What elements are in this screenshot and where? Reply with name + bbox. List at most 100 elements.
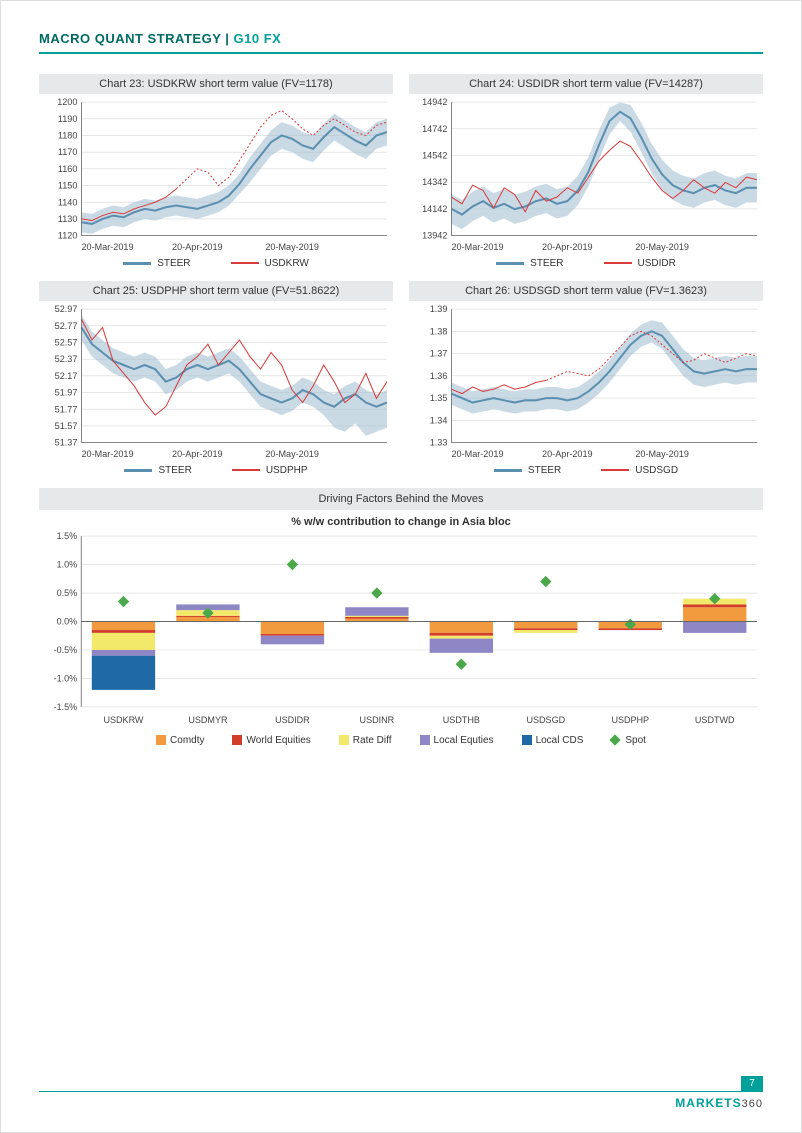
legend-steer: STEER [124, 465, 191, 476]
bar-chart-svg: -1.5%-1.0%-0.5%0.0%0.5%1.0%1.5%USDKRWUSD… [39, 530, 763, 731]
driving-factors-title: Driving Factors Behind the Moves [39, 488, 763, 510]
bar-chart: -1.5%-1.0%-0.5%0.0%0.5%1.0%1.5%USDKRWUSD… [39, 530, 763, 731]
spot-marker [540, 576, 551, 587]
bar-segment [345, 607, 408, 616]
chart-legend: STEER USDIDR [409, 256, 763, 277]
line-chart-svg: 13942 14142 14342 14542 14742 14942 20-Mar-201… [409, 94, 763, 256]
svg-text:1.39: 1.39 [430, 304, 448, 314]
svg-text:1.5%: 1.5% [57, 531, 78, 541]
chart-cell-c26: Chart 26: USDSGD short term value (FV=1.… [409, 281, 763, 484]
spot-marker [371, 587, 382, 598]
chart-legend: STEER USDSGD [409, 463, 763, 484]
header-part2: G10 FX [234, 31, 282, 46]
svg-text:1190: 1190 [58, 114, 78, 124]
svg-text:1200: 1200 [57, 97, 77, 107]
svg-text:52.37: 52.37 [55, 354, 78, 364]
legend-steer: STEER [123, 258, 190, 269]
bar-segment [345, 615, 408, 616]
svg-text:52.17: 52.17 [55, 371, 78, 381]
bar-segment [92, 621, 155, 630]
svg-text:USDMYR: USDMYR [188, 715, 228, 725]
chart-legend: STEER USDKRW [39, 256, 393, 277]
svg-text:20-Apr-2019: 20-Apr-2019 [542, 242, 593, 252]
chart-legend: STEER USDPHP [39, 463, 393, 484]
svg-text:14942: 14942 [422, 97, 447, 107]
bar-legend-item: World Equities [232, 735, 310, 746]
bar-segment [430, 621, 493, 632]
svg-text:14742: 14742 [422, 124, 447, 134]
header-part1: MACRO QUANT STRATEGY [39, 31, 221, 46]
footer-brand: MARKETS360 [675, 1096, 763, 1110]
svg-text:USDKRW: USDKRW [103, 715, 143, 725]
svg-text:USDINR: USDINR [360, 715, 395, 725]
svg-text:20-May-2019: 20-May-2019 [635, 449, 689, 459]
bar-legend-item-spot: Spot [611, 735, 646, 746]
bar-segment [261, 635, 324, 644]
barchart-title: % w/w contribution to change in Asia blo… [39, 510, 763, 530]
svg-text:1.33: 1.33 [430, 437, 448, 447]
spot-marker [456, 658, 467, 669]
bar-segment [92, 633, 155, 650]
footer-brand-2: 360 [742, 1098, 763, 1110]
svg-text:1.35: 1.35 [430, 393, 448, 403]
svg-text:1130: 1130 [58, 214, 78, 224]
svg-text:52.97: 52.97 [55, 304, 78, 314]
chart-cell-c25: Chart 25: USDPHP short term value (FV=51… [39, 281, 393, 484]
svg-text:52.77: 52.77 [55, 321, 78, 331]
svg-text:14342: 14342 [422, 177, 447, 187]
svg-text:1.37: 1.37 [430, 348, 448, 358]
svg-text:51.37: 51.37 [55, 437, 78, 447]
bar-segment [430, 633, 493, 636]
chart-cell-c24: Chart 24: USDIDR short term value (FV=14… [409, 74, 763, 277]
line-chart-svg: 51.3751.5751.7751.9752.1752.3752.5752.77… [39, 301, 393, 463]
svg-text:51.77: 51.77 [55, 404, 78, 414]
svg-text:0.5%: 0.5% [57, 588, 78, 598]
svg-text:-0.5%: -0.5% [54, 645, 78, 655]
page-header: MACRO QUANT STRATEGY | G10 FX [39, 31, 763, 54]
bar-chart-legend: Comdty World Equities Rate Diff Local Equti… [39, 731, 763, 746]
bar-segment [430, 638, 493, 652]
svg-text:14142: 14142 [422, 204, 447, 214]
line-chart-svg: 1.331.341.351.361.371.381.3920-Mar-20192… [409, 301, 763, 463]
svg-text:20-Apr-2019: 20-Apr-2019 [542, 449, 593, 459]
bar-segment [92, 650, 155, 656]
svg-text:20-Mar-2019: 20-Mar-2019 [81, 449, 133, 459]
svg-text:1180: 1180 [58, 131, 78, 141]
legend-steer: STEER [496, 258, 563, 269]
svg-text:52.57: 52.57 [55, 337, 78, 347]
bar-segment [430, 635, 493, 638]
bar-legend-item: Local CDS [522, 735, 584, 746]
line-charts-grid: Chart 23: USDKRW short term value (FV=11… [39, 74, 763, 484]
chart-title: Chart 26: USDSGD short term value (FV=1.… [409, 281, 763, 301]
svg-text:51.57: 51.57 [55, 421, 78, 431]
bar-segment [683, 621, 746, 632]
line-chart-svg: 11201130114011501160117011801190120020-M… [39, 94, 393, 256]
bar-segment [514, 630, 577, 633]
svg-text:13942: 13942 [422, 231, 447, 241]
bar-segment [683, 604, 746, 607]
svg-text:0.0%: 0.0% [57, 616, 78, 626]
svg-text:USDTHB: USDTHB [443, 715, 480, 725]
bar-segment [261, 634, 324, 636]
bar-segment [683, 607, 746, 621]
page-footer: 7 MARKETS360 [39, 1091, 763, 1110]
chart-cell-c23: Chart 23: USDKRW short term value (FV=11… [39, 74, 393, 277]
svg-text:1.36: 1.36 [430, 371, 448, 381]
svg-text:14542: 14542 [422, 151, 447, 161]
page-number: 7 [741, 1076, 763, 1092]
svg-text:USDIDR: USDIDR [275, 715, 310, 725]
bar-segment [514, 621, 577, 628]
svg-text:20-Mar-2019: 20-Mar-2019 [451, 242, 503, 252]
svg-text:1.0%: 1.0% [57, 559, 78, 569]
svg-text:20-May-2019: 20-May-2019 [265, 242, 319, 252]
svg-text:USDPHP: USDPHP [611, 715, 649, 725]
svg-text:1.34: 1.34 [430, 415, 448, 425]
bar-legend-item: Rate Diff [339, 735, 392, 746]
bar-legend-item: Comdty [156, 735, 204, 746]
svg-text:1.38: 1.38 [430, 326, 448, 336]
header-sep: | [221, 31, 233, 46]
legend-fx: USDPHP [232, 465, 308, 476]
legend-fx: USDIDR [604, 258, 676, 269]
bar-legend-item: Local Equties [420, 735, 494, 746]
svg-text:1160: 1160 [58, 164, 78, 174]
